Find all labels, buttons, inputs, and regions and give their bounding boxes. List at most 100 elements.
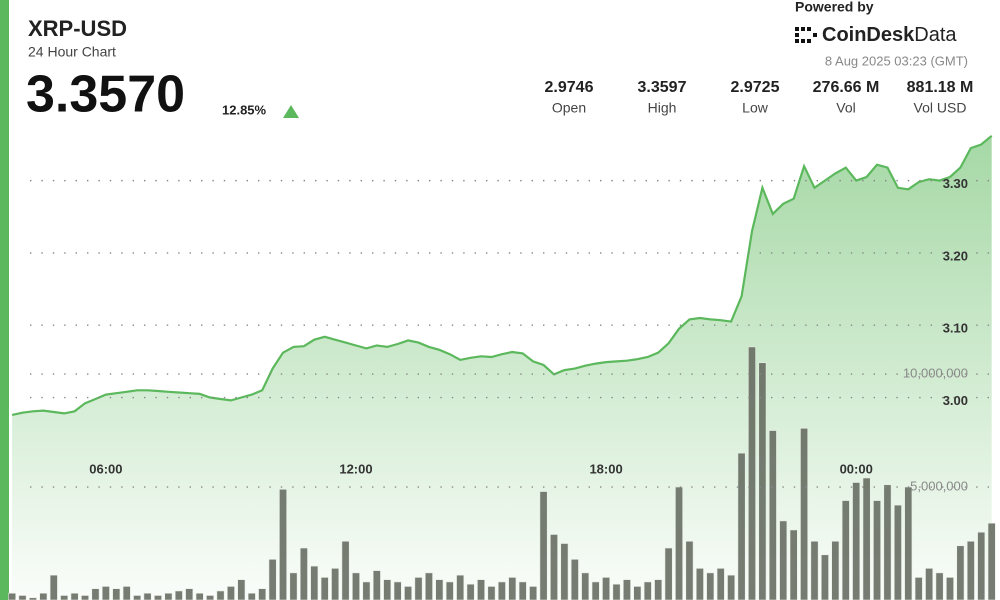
volume-bar — [122, 586, 131, 600]
volume-bar — [112, 588, 121, 600]
volume-bar — [8, 592, 17, 600]
volume-bar — [487, 586, 496, 600]
volume-bar — [497, 581, 506, 600]
x-tick-label: 06:00 — [89, 461, 122, 476]
volume-bar — [643, 581, 652, 600]
volume-bar — [352, 572, 360, 600]
volume-bar — [81, 595, 89, 600]
volume-bar — [706, 572, 715, 600]
volume-bar — [185, 588, 194, 600]
y2-tick-label: 10,000,000 — [903, 365, 968, 380]
volume-bar — [591, 581, 600, 600]
volume-bar — [966, 540, 975, 600]
volume-bar — [393, 581, 402, 600]
stats: 2.9746 Open 3.3597 High 2.9725 Low 276.66 M Vol… — [545, 79, 974, 115]
volume-bar — [675, 486, 683, 600]
volume-bar — [372, 570, 381, 600]
powered-by: Powered by — [795, 0, 874, 15]
y-tick-label: 3.20 — [943, 248, 968, 263]
volume-bar — [935, 572, 944, 600]
volume-bar — [779, 520, 788, 600]
volume-bar — [279, 488, 287, 600]
volume-bar — [247, 592, 256, 600]
volume-bar — [299, 547, 308, 600]
volume-bar — [164, 592, 173, 600]
volume-bar — [914, 577, 923, 600]
y-tick-label: 3.00 — [943, 393, 968, 408]
price-area — [12, 135, 992, 600]
volume-bar — [820, 554, 829, 600]
plot: 3.00 3.10 3.20 3.30 5,000,000 10,000,000 06:00… — [8, 134, 996, 600]
volume-bar — [789, 529, 798, 600]
volume-bar — [49, 574, 58, 600]
volume-bar — [560, 543, 569, 600]
volume-bar — [748, 346, 756, 600]
stat-value: 2.9746 — [545, 79, 594, 96]
volume-bar — [810, 540, 819, 600]
volume-bar — [841, 500, 850, 600]
volume-bar — [362, 581, 371, 600]
volume-bar — [852, 482, 861, 600]
volume-bar — [873, 500, 881, 600]
volume-bar — [612, 583, 621, 600]
volume-bar — [289, 572, 298, 600]
volume-bar — [258, 588, 267, 600]
volume-bar — [831, 540, 840, 600]
stat-label: Open — [552, 100, 586, 116]
volume-bar — [758, 362, 767, 600]
volume-bar — [466, 583, 475, 600]
volume-bar — [508, 577, 517, 600]
timestamp: 8 Aug 2025 03:23 (GMT) — [825, 53, 968, 68]
stat-label: Low — [742, 100, 769, 116]
brand-name: CoinDesk — [822, 24, 915, 46]
volume-bar — [70, 592, 79, 600]
volume-bar — [216, 590, 225, 600]
stat-value: 881.18 M — [907, 79, 974, 96]
stat-label: Vol — [836, 100, 855, 116]
volume-bar — [539, 491, 548, 600]
volume-bar — [685, 540, 694, 600]
accent-bar — [0, 0, 9, 600]
volume-bar — [435, 579, 444, 600]
volume-bar — [581, 572, 590, 600]
brand: CoinDeskData — [822, 24, 957, 46]
volume-bar — [518, 581, 527, 600]
volume-bar — [414, 577, 423, 600]
volume-bar — [529, 586, 538, 600]
volume-bar — [143, 592, 152, 600]
volume-bar — [654, 579, 663, 600]
volume-bar — [664, 547, 673, 600]
volume-bar — [226, 586, 235, 600]
volume-bar — [477, 579, 485, 600]
x-tick-label: 00:00 — [840, 461, 873, 476]
volume-bar — [977, 531, 986, 600]
stat-value: 2.9725 — [731, 79, 780, 96]
title: XRP-USD — [28, 16, 127, 41]
y-tick-label: 3.30 — [943, 176, 968, 191]
stat-label: Vol USD — [914, 100, 967, 116]
volume-bar — [237, 579, 246, 600]
volume-bar — [268, 559, 277, 600]
last-price: 3.3570 — [26, 66, 185, 124]
volume-bar — [800, 427, 809, 600]
volume-bar — [622, 579, 631, 600]
stat-label: High — [648, 100, 677, 116]
change: 12.85% — [222, 102, 267, 117]
volume-bar — [456, 574, 465, 600]
volume-bar — [695, 568, 704, 600]
volume-bar — [862, 477, 871, 600]
x-tick-label: 12:00 — [339, 461, 372, 476]
volume-bar — [91, 588, 100, 600]
volume-bar — [925, 568, 934, 600]
volume-bar — [174, 590, 183, 600]
volume-bar — [154, 595, 162, 600]
volume-bar — [904, 486, 913, 600]
volume-bar — [946, 577, 954, 600]
volume-bar — [101, 586, 110, 600]
volume-bar — [768, 430, 777, 600]
up-arrow — [283, 105, 299, 118]
volume-bar — [737, 452, 746, 600]
volume-bar — [987, 522, 996, 600]
volume-bar — [310, 565, 319, 600]
